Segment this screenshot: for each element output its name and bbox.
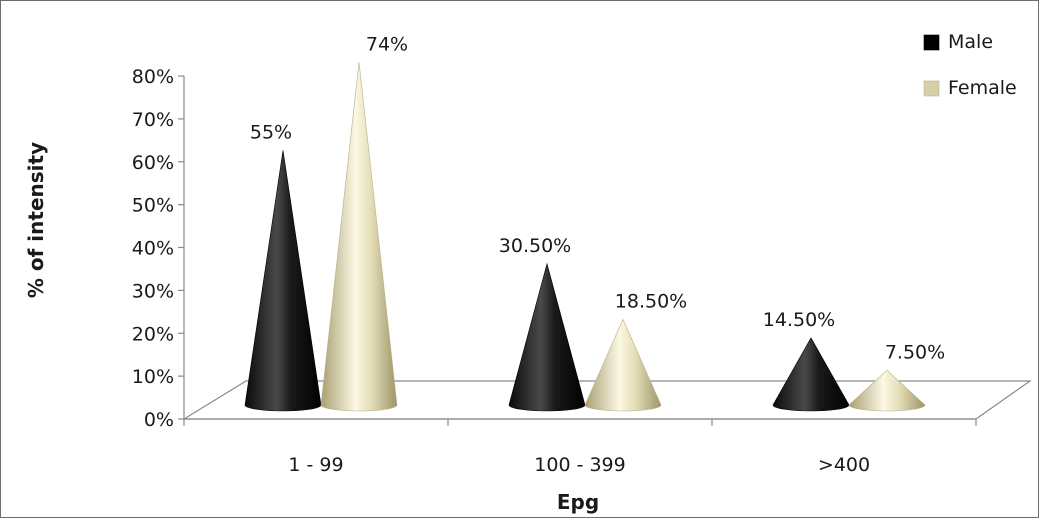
data-label-female-2: 7.50% — [885, 341, 945, 363]
cone-female-0 — [320, 62, 398, 412]
y-tick-label: 80% — [132, 66, 174, 88]
cone-male-2 — [772, 337, 850, 412]
cone-female-1 — [584, 318, 662, 412]
legend-label-male: Male — [948, 31, 993, 53]
y-tick-label: 10% — [132, 366, 174, 388]
y-tick-label: 30% — [132, 280, 174, 302]
y-axis-title: % of intensity — [24, 142, 48, 298]
y-tick-label: 40% — [132, 238, 174, 260]
y-tick-label: 60% — [132, 152, 174, 174]
data-label-male-0: 55% — [250, 121, 292, 143]
x-tick-label: 100 - 399 — [534, 454, 625, 476]
x-tick-label: 1 - 99 — [288, 454, 343, 476]
cone-series — [244, 62, 926, 412]
data-label-female-0: 74% — [366, 33, 408, 55]
x-axis-title: Epg — [557, 490, 599, 514]
data-label-female-1: 18.50% — [615, 290, 687, 312]
cone-male-0 — [244, 150, 322, 412]
x-axis: 1 - 99 100 - 399 >400 — [183, 418, 977, 476]
y-tick-label: 20% — [132, 323, 174, 345]
legend: Male Female — [923, 31, 1017, 99]
y-tick-label: 50% — [132, 195, 174, 217]
legend-swatch-female — [923, 80, 940, 97]
legend-label-female: Female — [948, 77, 1017, 99]
y-tick-label: 0% — [144, 409, 174, 431]
cone-male-1 — [508, 262, 586, 412]
y-tick-label: 70% — [132, 109, 174, 131]
y-axis: 0% 10% 20% 30% 40% 50% 60% 70% 80% — [132, 66, 185, 431]
cone-female-2 — [848, 369, 926, 412]
data-label-male-2: 14.50% — [763, 309, 835, 331]
x-tick-label: >400 — [818, 454, 870, 476]
legend-swatch-male — [923, 34, 940, 51]
data-labels: 55% 30.50% 14.50% 74% 18.50% 7.50% — [250, 33, 945, 363]
data-label-male-1: 30.50% — [499, 235, 571, 257]
